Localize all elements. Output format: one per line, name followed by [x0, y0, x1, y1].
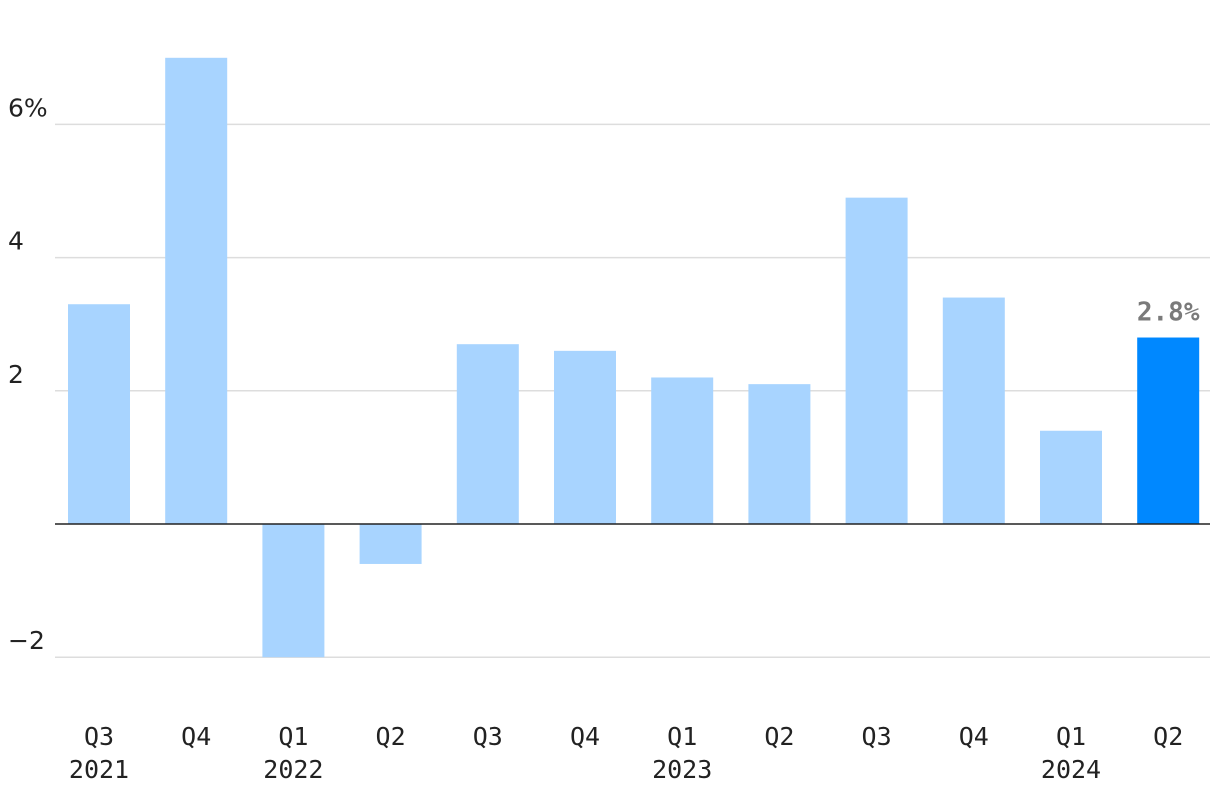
x-tick-label: Q4 — [570, 722, 600, 751]
bar — [456, 344, 519, 524]
x-tick-label: Q4 — [181, 722, 211, 751]
grid-lines — [55, 123, 1210, 658]
bars — [68, 57, 1200, 658]
y-tick-label: 4 — [8, 227, 24, 256]
x-year-label: 2024 — [1041, 755, 1101, 784]
bar — [554, 350, 616, 524]
bar — [1040, 430, 1102, 524]
x-tick-label: Q2 — [1153, 722, 1183, 751]
x-year-label: 2022 — [263, 755, 323, 784]
bar — [845, 197, 908, 524]
x-tick-label: Q3 — [473, 722, 503, 751]
x-tick-label: Q2 — [764, 722, 794, 751]
bar — [262, 524, 325, 658]
y-tick-label: −2 — [8, 626, 45, 655]
x-tick-label: Q2 — [376, 722, 406, 751]
x-axis-tick-labels: Q3 2021 Q4 Q1 2022 Q2 Q3 Q4 Q1 2023 Q2 Q3 Q4 Q1 2024 Q2 — [69, 722, 1183, 784]
bar — [651, 377, 714, 524]
y-axis-tick-labels: −2 2 4 6% — [8, 93, 48, 655]
bar — [1137, 337, 1200, 524]
x-tick-label: Q1 — [278, 722, 308, 751]
bar — [748, 384, 811, 524]
y-tick-label: 2 — [8, 360, 24, 389]
x-tick-label: Q3 — [84, 722, 114, 751]
bar — [359, 524, 422, 564]
x-tick-label: Q1 — [667, 722, 697, 751]
bar — [68, 304, 130, 524]
y-tick-label: 6% — [8, 93, 48, 122]
x-year-label: 2023 — [652, 755, 712, 784]
bar — [165, 57, 228, 525]
data-labels: 2.8% — [1137, 298, 1200, 328]
bar — [942, 297, 1005, 524]
x-year-label: 2021 — [69, 755, 129, 784]
x-tick-label: Q4 — [959, 722, 989, 751]
x-tick-label: Q3 — [862, 722, 892, 751]
x-tick-label: Q1 — [1056, 722, 1086, 751]
data-label: 2.8% — [1137, 298, 1200, 328]
